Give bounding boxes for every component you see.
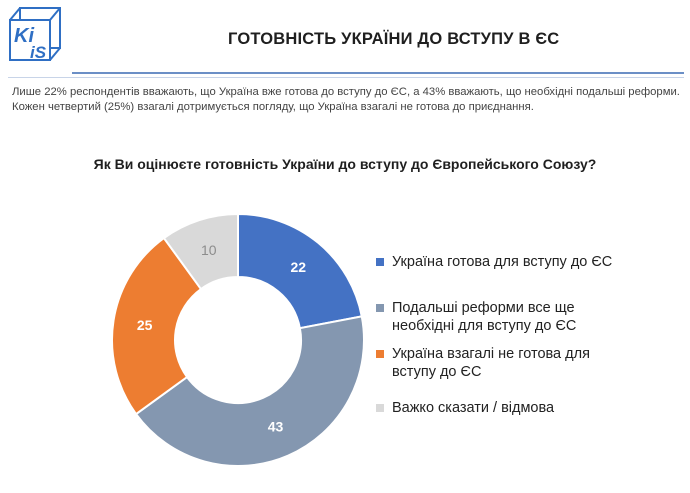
data-label-1: 43	[268, 419, 284, 435]
donut-slice-1	[134, 315, 365, 467]
logo-text-bottom: iS	[30, 43, 47, 62]
legend-swatch	[376, 258, 384, 266]
page-title: ГОТОВНІСТЬ УКРАЇНИ ДО ВСТУПУ В ЄС	[228, 30, 560, 48]
legend-swatch	[376, 350, 384, 358]
legend-label: Важко сказати / відмова	[392, 400, 555, 416]
donut-slice-0	[237, 212, 363, 330]
legend-swatch	[376, 304, 384, 312]
header-divider	[72, 72, 684, 74]
chart-question: Як Ви оцінюєте готовність України до вст…	[93, 156, 597, 172]
summary-text: Лише 22% респондентів вважають, що Украї…	[12, 86, 680, 113]
legend-item-1: Подальші реформи все ще необхідні для вс…	[376, 299, 632, 335]
logo-text-top: Ki	[14, 25, 34, 47]
legend-item-0: Україна готова для вступу до ЄС	[376, 253, 632, 271]
kiis-logo: Ki iS	[9, 7, 61, 62]
data-label-2: 25	[137, 317, 153, 333]
legend-label: Україна готова для вступу до ЄС	[392, 254, 613, 270]
donut-slice-3	[162, 212, 239, 291]
legend-label: Україна взагалі не готова для вступу до …	[392, 346, 590, 380]
legend-label: Подальші реформи все ще необхідні для вс…	[392, 300, 577, 334]
data-label-3: 10	[201, 242, 217, 258]
donut-slice-2	[111, 236, 203, 416]
legend-item-2: Україна взагалі не готова для вступу до …	[376, 345, 632, 381]
legend-swatch	[376, 404, 384, 412]
legend-item-3: Важко сказати / відмова	[376, 399, 632, 417]
data-label-0: 22	[290, 259, 306, 275]
header-divider-secondary	[8, 77, 684, 78]
